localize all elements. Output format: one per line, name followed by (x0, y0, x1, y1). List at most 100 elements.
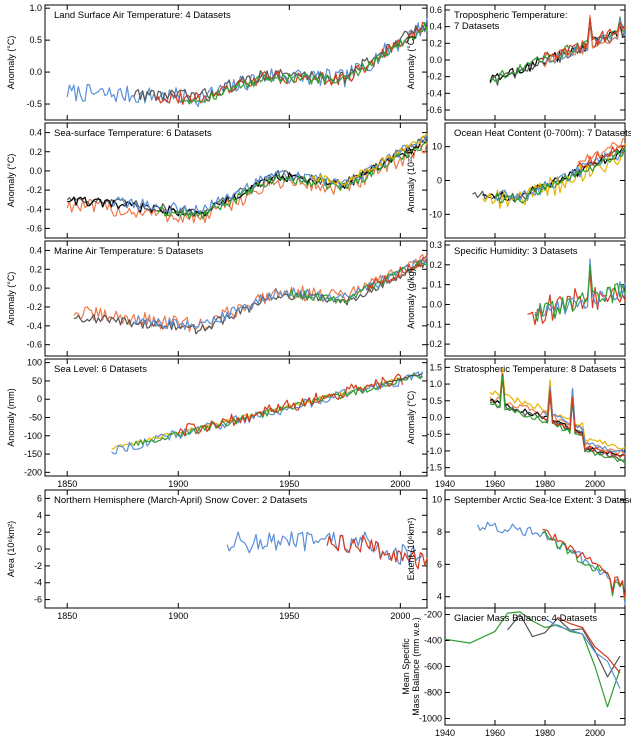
ytick-label: -0.2 (26, 302, 42, 312)
ytick-label: -0.6 (26, 340, 42, 350)
series-line-green (489, 375, 626, 464)
xtick-label: 1980 (535, 479, 555, 489)
ytick-label: -6 (34, 595, 42, 605)
series-line-blue (111, 371, 424, 455)
ytick-label: -0.2 (426, 339, 442, 349)
ytick-label: 6 (37, 493, 42, 503)
y-axis-label: Anomaly (mm) (6, 388, 16, 447)
xtick-label: 1950 (279, 479, 299, 489)
y-axis-label: Anomaly (°C) (6, 272, 16, 326)
ytick-label: -10 (429, 209, 442, 219)
ytick-label: -0.6 (26, 223, 42, 233)
plot-frame (444, 122, 626, 239)
chart-panel-sea-level: -200 -150 -100 -50 0 50 100 1850 1900 1950 2000 Ano… (6, 358, 428, 489)
xtick-label: 2000 (585, 479, 605, 489)
series-line-gray (384, 372, 423, 384)
ytick-label: -0.2 (26, 185, 42, 195)
ytick-label: 10 (432, 142, 442, 152)
series-line-red (557, 616, 621, 674)
ytick-label: -0.5 (426, 429, 442, 439)
ytick-label: 2 (37, 527, 42, 537)
ytick-label: -1.0 (426, 446, 442, 456)
ytick-label: 0.5 (29, 35, 42, 45)
panel-title: Sea-surface Temperature: 6 Datasets (54, 128, 212, 139)
plot-frame (444, 4, 626, 121)
ytick-label: 0 (37, 544, 42, 554)
series-line-yellow (311, 133, 428, 186)
ytick-label: 0.0 (429, 55, 442, 65)
xtick-label: 1950 (279, 611, 299, 621)
panel-title: Tropospheric Temperature: (454, 10, 568, 21)
ytick-label: 0.4 (429, 22, 442, 32)
ytick-label: 0.3 (429, 240, 442, 250)
ytick-label: -0.2 (426, 72, 442, 82)
chart-panel-sst: -0.6 -0.4 -0.2 0.0 0.2 0.4 Anomaly (°C) Sea-sur… (6, 122, 428, 239)
series-line-blue (476, 521, 626, 605)
ytick-label: -0.5 (26, 99, 42, 109)
ytick-label: 0.4 (29, 245, 42, 255)
chart-panel-land-air: -0.5 0.0 0.5 1.0 Anomaly (°C) Land Surface Ai… (6, 3, 428, 121)
series-line-green (494, 147, 626, 204)
plot-frame (444, 358, 626, 477)
panel-title: Sea Level: 6 Datasets (54, 364, 147, 375)
plot-frame (444, 489, 626, 609)
ytick-label: 1.0 (429, 379, 442, 389)
y-axis-label: Extent (10⁶km²) (406, 518, 416, 581)
ytick-label: 0.2 (29, 147, 42, 157)
chart-panel-marine-air: -0.6 -0.4 -0.2 0.0 0.2 0.4 Anomaly (°C) Marine … (6, 240, 428, 357)
series-line-black (489, 374, 626, 457)
panel-title: Marine Air Temperature: 5 Datasets (54, 246, 204, 257)
y-axis-label: Anomaly (g/kg) (406, 268, 416, 329)
ytick-label: 0 (437, 176, 442, 186)
series-line-orange (489, 372, 626, 456)
ytick-label: 0.2 (429, 260, 442, 270)
ytick-label: -2 (34, 561, 42, 571)
series-line-orange (73, 253, 428, 333)
xtick-label: 1900 (168, 479, 188, 489)
ytick-label: 10 (432, 495, 442, 505)
y-axis-label: Anomaly (°C) (6, 36, 16, 90)
y-axis-label: Anomaly (°C) (406, 36, 416, 90)
ytick-label: 6 (437, 559, 442, 569)
panel-title: Stratospheric Temperature: 8 Datasets (454, 364, 617, 375)
series-line-green (133, 373, 424, 447)
ytick-label: 8 (437, 527, 442, 537)
ytick-label: -800 (424, 688, 442, 698)
series-line-red (177, 373, 404, 437)
panel-title-2: 7 Datasets (454, 21, 500, 32)
xtick-label: 1850 (57, 479, 77, 489)
series-line-black (489, 16, 626, 82)
y-axis-label: Anomaly (°C) (406, 391, 416, 445)
ytick-label: 0.4 (29, 128, 42, 138)
ytick-label: 0.1 (429, 280, 442, 290)
ytick-label: -200 (24, 467, 42, 477)
ytick-label: 0.0 (29, 166, 42, 176)
series-line-yellow (482, 143, 626, 209)
panel-title: Land Surface Air Temperature: 4 Datasets (54, 10, 231, 21)
ytick-label: -400 (424, 636, 442, 646)
series-line-blue (66, 17, 428, 108)
plot-frame (444, 607, 626, 726)
xtick-label: 2000 (585, 728, 605, 738)
y-axis-label: Anomaly (°C) (6, 154, 16, 208)
ytick-label: 50 (32, 376, 42, 386)
series-line-green (288, 260, 428, 304)
ytick-label: 0.0 (429, 413, 442, 423)
ytick-label: 4 (37, 510, 42, 520)
panel-title: Glacier Mass Balance: 4 Datasets (454, 613, 597, 624)
series-line-red (541, 18, 626, 61)
ytick-label: 0.2 (29, 264, 42, 274)
ytick-label: 0.0 (429, 299, 442, 309)
y-axis-label-2: Mass Balance (mm w.e.) (411, 617, 421, 716)
ytick-label: 0.0 (29, 67, 42, 77)
ytick-label: -0.4 (26, 321, 42, 331)
plot-frame (444, 240, 626, 357)
series-line-green (489, 16, 626, 82)
series-line-orange (577, 137, 626, 164)
series-line-green (180, 22, 428, 105)
series-line-red (527, 271, 626, 326)
series-line-red (577, 145, 626, 168)
series-line-gray (133, 24, 428, 103)
ytick-label: -1.5 (426, 463, 442, 473)
series-line-gray (507, 613, 621, 678)
